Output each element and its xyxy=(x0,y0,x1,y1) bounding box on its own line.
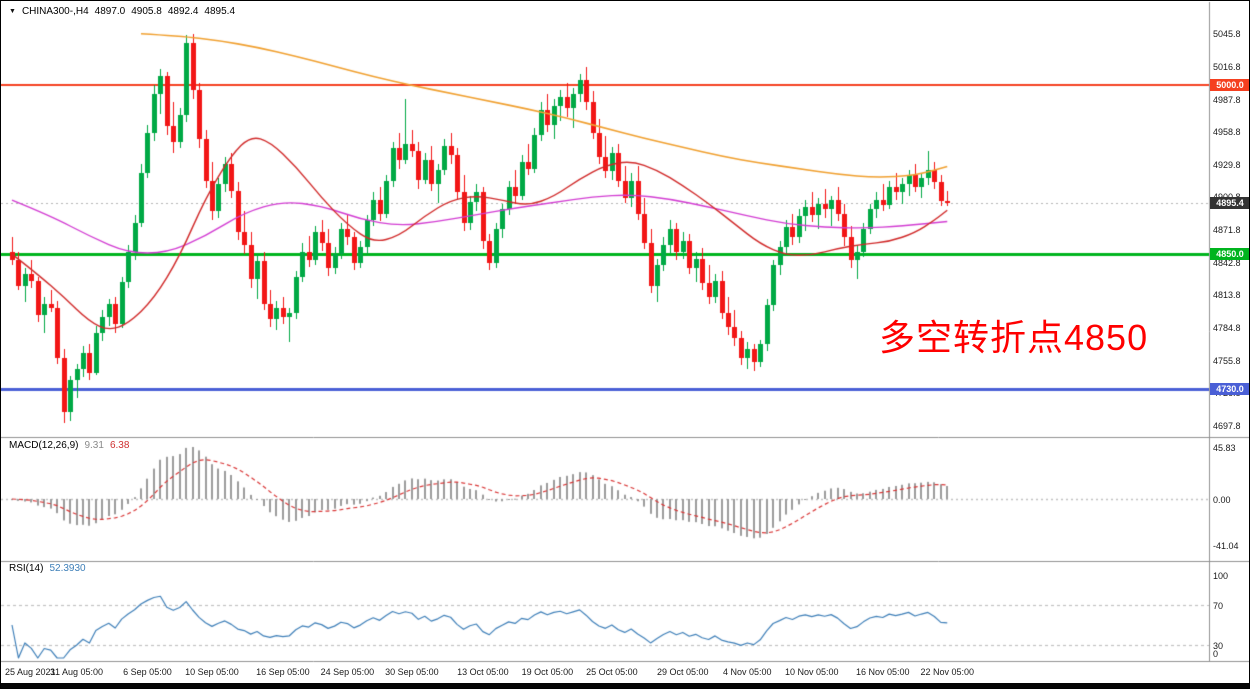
time-axis-label: 6 Sep 05:00 xyxy=(123,667,172,677)
price-tick: 4929.8 xyxy=(1213,159,1241,170)
dropdown-triangle-icon: ▼ xyxy=(9,7,16,15)
macd-signal-value: 6.38 xyxy=(109,440,130,451)
macd-axis-tick: 45.83 xyxy=(1213,442,1236,453)
macd-main-value: 9.31 xyxy=(84,440,104,451)
macd-axis-tick: -41.04 xyxy=(1213,541,1239,552)
current-price-tag: 4895.4 xyxy=(1210,197,1249,210)
macd-axis-tick: 0.00 xyxy=(1213,494,1231,505)
chart-annotation-text: 多空转折点4850 xyxy=(879,317,1149,358)
ohlc-low: 4892.4 xyxy=(167,6,199,17)
time-axis-label: 22 Nov 05:00 xyxy=(920,667,975,677)
time-axis-label: 31 Aug 05:00 xyxy=(49,667,104,677)
macd-panel-label: MACD(12,26,9) 9.31 6.38 xyxy=(9,440,129,451)
price-tick: 4755.8 xyxy=(1213,355,1241,366)
symbol-period-label: CHINA300-,H4 xyxy=(21,6,89,17)
rsi-axis-tick: 100 xyxy=(1213,570,1229,581)
price-tick: 4842.8 xyxy=(1213,257,1241,268)
time-axis-label: 16 Sep 05:00 xyxy=(256,667,310,677)
ohlc-open: 4897.0 xyxy=(94,6,126,17)
time-axis-label: 30 Sep 05:00 xyxy=(385,667,439,677)
chart-title: ▼ CHINA300-,H4 4897.0 4905.8 4892.4 4895… xyxy=(9,6,235,17)
price-level-tag: 4730.0 xyxy=(1210,383,1249,396)
price-level-tag: 4850.0 xyxy=(1210,248,1249,261)
rsi-indicator-name: RSI(14) xyxy=(9,563,44,574)
time-axis-label: 13 Oct 05:00 xyxy=(457,667,509,677)
price-tick: 4697.8 xyxy=(1213,420,1241,431)
price-tick: 4813.8 xyxy=(1213,290,1241,301)
price-tick: 4958.8 xyxy=(1213,127,1241,138)
price-level-tag: 5000.0 xyxy=(1210,79,1249,92)
price-tick: 4987.8 xyxy=(1213,94,1241,105)
price-tick: 4784.8 xyxy=(1213,322,1241,333)
window-bottom-edge xyxy=(1,683,1249,688)
rsi-axis-tick: 30 xyxy=(1213,640,1224,651)
time-axis-label: 10 Nov 05:00 xyxy=(785,667,839,677)
time-axis-label: 16 Nov 05:00 xyxy=(855,667,910,677)
ohlc-high: 4905.8 xyxy=(131,6,162,17)
time-axis-label: 25 Aug 2021 xyxy=(5,667,56,677)
time-axis-label: 10 Sep 05:00 xyxy=(185,667,239,677)
price-tick: 5045.8 xyxy=(1213,29,1241,40)
time-axis-label: 29 Oct 05:00 xyxy=(657,667,709,677)
macd-indicator-name: MACD(12,26,9) xyxy=(9,440,79,451)
ohlc-close: 4895.4 xyxy=(204,6,236,17)
rsi-axis-tick: 70 xyxy=(1213,600,1224,611)
time-axis-label: 24 Sep 05:00 xyxy=(320,667,375,677)
rsi-panel-label: RSI(14) 52.3930 xyxy=(9,563,86,574)
rsi-axis-tick: 0 xyxy=(1213,649,1219,659)
price-tick: 4871.8 xyxy=(1213,225,1241,236)
price-tick: 5016.8 xyxy=(1213,62,1241,73)
rsi-value: 52.3930 xyxy=(49,563,86,574)
time-axis-label: 19 Oct 05:00 xyxy=(521,667,574,677)
time-axis-label: 4 Nov 05:00 xyxy=(723,667,772,677)
time-axis-label: 25 Oct 05:00 xyxy=(586,667,638,677)
